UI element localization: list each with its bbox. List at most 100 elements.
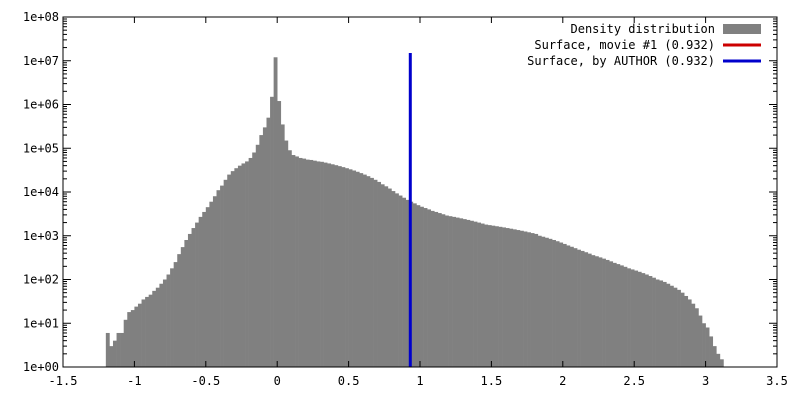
histogram-bar	[519, 230, 524, 367]
histogram-bar	[487, 225, 492, 367]
histogram-bar	[402, 197, 407, 367]
histogram-bar	[105, 332, 110, 367]
histogram-bar	[466, 219, 471, 367]
y-tick-label: 1e+03	[23, 229, 59, 243]
histogram-bar	[477, 222, 481, 367]
histogram-bar	[184, 239, 189, 367]
histogram-bar	[273, 57, 278, 367]
histogram-bar	[162, 279, 167, 367]
histogram-bar	[180, 247, 185, 367]
histogram-bar	[395, 193, 399, 367]
histogram-bar	[366, 176, 371, 367]
histogram-bar	[662, 281, 667, 367]
histogram-bar	[587, 253, 592, 367]
histogram-bar	[148, 294, 153, 367]
histogram-bar	[187, 233, 192, 367]
histogram-bar	[212, 196, 217, 367]
y-tick-label: 1e+02	[23, 273, 59, 287]
histogram-bar	[145, 296, 149, 367]
histogram-bar	[216, 190, 221, 367]
histogram-bar	[691, 303, 696, 367]
x-tick-label: -1.5	[49, 374, 78, 388]
histogram-bar	[455, 217, 460, 367]
histogram-bar	[484, 224, 489, 367]
histogram-bar	[287, 150, 292, 367]
histogram-bar	[541, 236, 546, 367]
histogram-bar	[266, 117, 271, 367]
histogram-bar	[694, 308, 699, 367]
histogram-bar	[559, 242, 564, 367]
histogram-bar	[348, 169, 353, 367]
histogram-bar	[370, 177, 374, 367]
legend-swatch	[723, 24, 761, 34]
histogram-bar	[255, 144, 260, 367]
histogram-bar	[448, 216, 453, 367]
histogram-bar	[345, 168, 349, 367]
histogram-bar	[452, 216, 456, 367]
histogram-bar	[641, 273, 646, 367]
histogram-bar	[705, 327, 710, 367]
histogram-bar	[230, 171, 235, 367]
histogram-bar	[509, 228, 514, 367]
histogram-bar	[712, 346, 717, 367]
y-axis: 1e+00 1e+01 1e+02 1e+03 1e+04 1e+05 1e+06 1e+07…	[23, 10, 777, 374]
histogram-bar	[173, 262, 178, 367]
histogram-bar	[112, 340, 117, 367]
histogram-bar	[512, 229, 517, 367]
histogram-bar	[109, 346, 114, 367]
histogram-bar	[434, 211, 439, 367]
x-tick-label: 0	[274, 374, 281, 388]
histogram-bar	[359, 173, 364, 367]
histogram-bar	[177, 254, 182, 367]
histogram-bar	[327, 163, 332, 367]
y-tick-label: 1e+08	[23, 10, 59, 24]
histogram-bar	[555, 241, 560, 367]
histogram-bar	[237, 165, 242, 367]
histogram-bar	[480, 223, 485, 367]
histogram-bar	[652, 277, 656, 367]
histogram-bar	[516, 230, 521, 367]
histogram-bar	[644, 274, 649, 367]
histogram-bar	[412, 203, 417, 367]
histogram-bar	[530, 233, 535, 367]
histogram-bar	[684, 295, 689, 367]
histogram-bar	[569, 246, 574, 367]
histogram-bar	[609, 261, 614, 367]
legend-label: Density distribution	[571, 22, 716, 36]
histogram-bar	[616, 264, 621, 367]
histogram-bar	[427, 209, 432, 367]
histogram-bar	[130, 310, 135, 367]
x-axis: -1.5 -1 -0.5 0 0.5 1 1.5 2 2.5 3 3.5	[49, 17, 788, 388]
histogram-bar	[337, 166, 342, 367]
histogram-bar	[548, 238, 553, 367]
legend-label: Surface, by AUTHOR (0.932)	[527, 54, 715, 68]
histogram-bar	[270, 96, 274, 368]
histogram-bar	[594, 256, 599, 367]
x-tick-label: 0.5	[338, 374, 360, 388]
histogram-bar	[494, 226, 499, 367]
histogram-bar	[377, 181, 382, 367]
histogram-bar	[323, 162, 328, 367]
histogram-bar	[634, 270, 639, 367]
histogram-bar	[391, 191, 396, 367]
histogram-bar	[598, 257, 603, 367]
histogram-bar	[380, 184, 385, 367]
histogram-bar	[309, 159, 314, 367]
histogram-bar	[534, 233, 539, 367]
histogram-bar	[591, 255, 596, 367]
histogram-bar	[719, 359, 724, 367]
histogram-bar	[341, 167, 346, 367]
histogram-bar	[702, 323, 706, 367]
histogram-bar	[505, 228, 510, 367]
x-tick-label: 1.5	[481, 374, 503, 388]
histogram-bar	[223, 179, 228, 367]
y-tick-label: 1e+07	[23, 54, 59, 68]
histogram-bar	[469, 220, 474, 367]
histogram-bar	[580, 250, 585, 367]
histogram-bar	[116, 332, 121, 367]
histogram-bar	[473, 221, 478, 367]
histogram-bar	[577, 249, 581, 367]
histogram-bar	[444, 215, 449, 367]
histogram-bar	[305, 159, 310, 367]
